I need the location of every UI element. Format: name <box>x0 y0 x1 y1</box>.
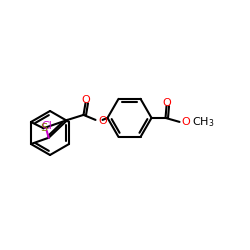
Text: S: S <box>40 123 47 133</box>
Text: O: O <box>182 117 190 127</box>
Text: O: O <box>98 116 107 126</box>
Text: CH$_3$: CH$_3$ <box>192 115 214 129</box>
Text: O: O <box>162 98 171 108</box>
Text: O: O <box>81 95 90 105</box>
Text: Cl: Cl <box>41 121 52 131</box>
